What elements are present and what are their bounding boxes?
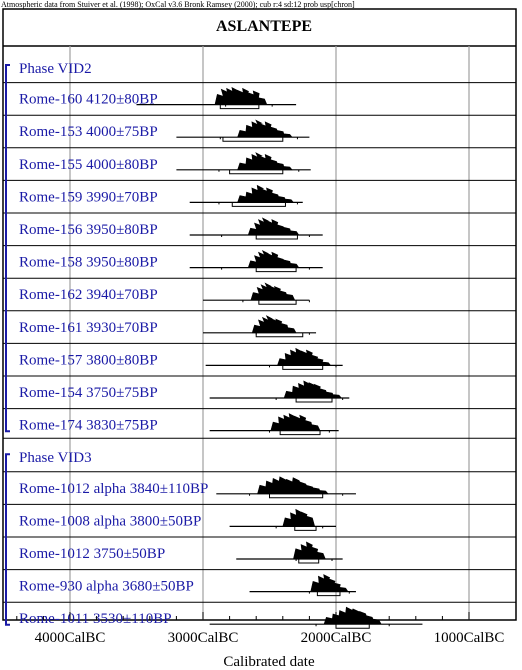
phase-group: Phase VID3 Rome-1012 alpha 3840±110BP Rome… — [3, 450, 516, 629]
range-95 — [221, 267, 310, 270]
sample-row: Rome-1011 3530±110BP — [3, 601, 516, 629]
sample-label: Rome-162 3940±70BP — [19, 287, 158, 303]
range-68 — [316, 591, 341, 597]
sample-label: Rome-930 alpha 3680±50BP — [19, 579, 194, 595]
sample-row: Rome-1012 3750±50BP — [3, 536, 516, 564]
range-95 — [269, 430, 330, 433]
x-axis-label: Calibrated date — [223, 654, 315, 670]
range-95 — [269, 365, 337, 368]
sample-row: Rome-155 4000±80BP — [3, 147, 516, 175]
sample-row: Rome-153 4000±75BP — [3, 114, 516, 142]
sample-label: Rome-157 3800±80BP — [19, 352, 158, 368]
sample-label: Rome-156 3950±80BP — [19, 222, 158, 238]
range-95 — [275, 398, 344, 400]
sample-row: Rome-162 3940±70BP — [3, 277, 516, 305]
phase-bracket — [5, 64, 10, 433]
probability-distribution — [293, 541, 326, 560]
probability-distribution — [251, 315, 297, 334]
range-68 — [222, 137, 284, 142]
range-95 — [221, 235, 310, 237]
phase-label: Phase VID2 — [19, 61, 92, 77]
sample-row: Rome-157 3800±80BP — [3, 342, 516, 370]
range-95 — [315, 624, 390, 627]
range-95 — [218, 202, 298, 205]
sample-row: Rome-156 3950±80BP — [3, 212, 516, 240]
probability-distribution — [283, 380, 342, 399]
range-95 — [218, 169, 300, 172]
sample-label: Rome-159 3990±70BP — [19, 189, 158, 205]
sample-row: Rome-154 3750±75BP — [3, 375, 516, 403]
range-68 — [255, 235, 298, 240]
sample-row: Rome-1012 alpha 3840±110BP — [3, 471, 516, 499]
sample-label: Rome-158 3950±80BP — [19, 255, 158, 271]
range-68 — [282, 365, 324, 370]
probability-distribution — [323, 606, 382, 625]
range-68 — [279, 430, 321, 436]
sample-label: Rome-153 4000±75BP — [19, 124, 158, 140]
probability-distribution — [277, 347, 332, 366]
probability-distribution — [237, 184, 295, 203]
sample-label: Rome-154 3750±75BP — [19, 385, 158, 401]
range-68 — [258, 300, 297, 305]
plot-frame — [2, 8, 517, 621]
tick-label-1000: 1000CalBC — [434, 630, 505, 646]
sample-row: Rome-930 alpha 3680±50BP — [3, 569, 516, 597]
tick-label-3000: 3000CalBC — [168, 630, 239, 646]
range-95 — [242, 300, 310, 303]
tick-label-2000: 2000CalBC — [301, 630, 372, 646]
header-note: Atmospheric data from Stuiver et al. (19… — [1, 0, 355, 9]
range-68 — [294, 526, 317, 531]
probability-distribution — [214, 87, 268, 105]
range-95 — [255, 332, 310, 335]
sample-row: Rome-158 3950±80BP — [3, 245, 516, 273]
phase-group: Phase VID2 Rome-160 4120±80BP Rome-153 400… — [3, 61, 516, 439]
probability-distribution — [257, 476, 329, 495]
probability-distribution — [247, 217, 300, 236]
range-95 — [295, 559, 333, 561]
range-68 — [219, 104, 260, 110]
probability-distribution — [237, 119, 293, 138]
range-95 — [225, 104, 273, 107]
sample-label: Rome-174 3830±75BP — [19, 418, 158, 434]
range-68 — [255, 267, 297, 273]
sample-label: Rome-161 3930±70BP — [19, 320, 158, 336]
range-95 — [219, 137, 298, 140]
probability-distribution — [270, 413, 321, 431]
sample-label: Rome-160 4120±80BP — [19, 92, 158, 108]
probability-distribution — [310, 574, 349, 592]
range-68 — [335, 624, 370, 629]
phase-bracket — [5, 453, 10, 626]
probability-distribution — [282, 508, 316, 527]
probability-distribution — [250, 282, 296, 301]
range-68 — [295, 398, 333, 403]
range-68 — [231, 202, 286, 207]
range-68 — [269, 493, 324, 499]
sample-row: Rome-161 3930±70BP — [3, 310, 516, 338]
probability-distribution — [247, 249, 300, 268]
probability-distribution — [237, 152, 293, 171]
sample-row: Rome-159 3990±70BP — [3, 179, 516, 207]
range-95 — [249, 493, 344, 496]
range-95 — [308, 591, 350, 594]
sample-row: Rome-1008 alpha 3800±50BP — [3, 503, 516, 531]
sample-label: Rome-1008 alpha 3800±50BP — [19, 513, 201, 529]
sample-label: Rome-1012 alpha 3840±110BP — [19, 481, 208, 497]
sample-row: Rome-160 4120±80BP — [3, 82, 516, 110]
sample-row: Rome-174 3830±75BP — [3, 408, 516, 436]
range-68 — [229, 169, 284, 175]
phase-label: Phase VID3 — [19, 450, 92, 466]
range-68 — [298, 559, 320, 564]
x-axis-ticks: 4000CalBC 3000CalBC 2000CalBC 1000CalBC — [16, 612, 505, 646]
sample-label: Rome-1011 3530±110BP — [19, 611, 172, 627]
tick-label-4000: 4000CalBC — [35, 630, 106, 646]
range-95 — [275, 526, 324, 529]
sample-rows: Phase VID2 Rome-160 4120±80BP Rome-153 400… — [3, 61, 516, 629]
sample-label: Rome-155 4000±80BP — [19, 157, 158, 173]
sample-label: Rome-1012 3750±50BP — [19, 546, 165, 562]
chart-title: ASLANTEPE — [216, 18, 312, 35]
